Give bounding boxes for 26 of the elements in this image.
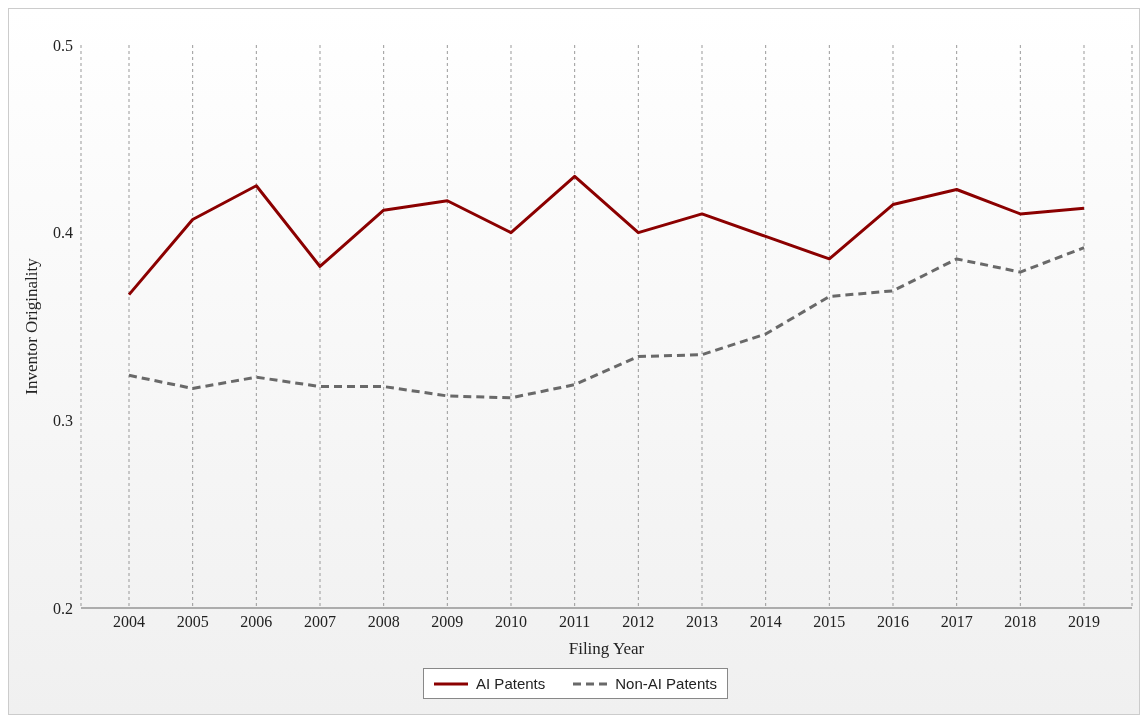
x-tick-label: 2015	[813, 613, 846, 631]
y-tick-label: 0.2	[53, 599, 73, 617]
y-tick-label: 0.3	[53, 412, 73, 430]
x-tick-label: 2012	[622, 613, 655, 631]
y-tick-label: 0.5	[53, 36, 73, 54]
legend-label: Non-AI Patents	[614, 675, 717, 692]
line-series	[127, 246, 1086, 400]
x-tick-label: 2014	[749, 613, 782, 631]
line-series	[127, 174, 1086, 297]
x-tick-label: 2004	[113, 613, 145, 631]
y-axis-title: Inventor Originality	[22, 257, 42, 395]
x-tick-label: 2016	[877, 613, 909, 631]
y-tick-label: 0.4	[53, 224, 73, 242]
x-tick-label: 2011	[558, 613, 591, 631]
x-tick-label: 2018	[1004, 613, 1037, 631]
x-tick-label: 2013	[686, 613, 718, 631]
x-tick-label: 2019	[1068, 613, 1100, 631]
x-axis-title: Filing Year	[568, 639, 645, 658]
x-tick-label: 2007	[304, 613, 336, 631]
x-tick-label: 2010	[495, 613, 527, 631]
legend-label: AI Patents	[475, 675, 546, 692]
x-tick-label: 2006	[240, 613, 273, 631]
x-tick-label: 2008	[367, 613, 400, 631]
x-tick-label: 2017	[940, 613, 973, 631]
x-tick-label: 2005	[176, 613, 209, 631]
x-tick-label: 2009	[431, 613, 464, 631]
